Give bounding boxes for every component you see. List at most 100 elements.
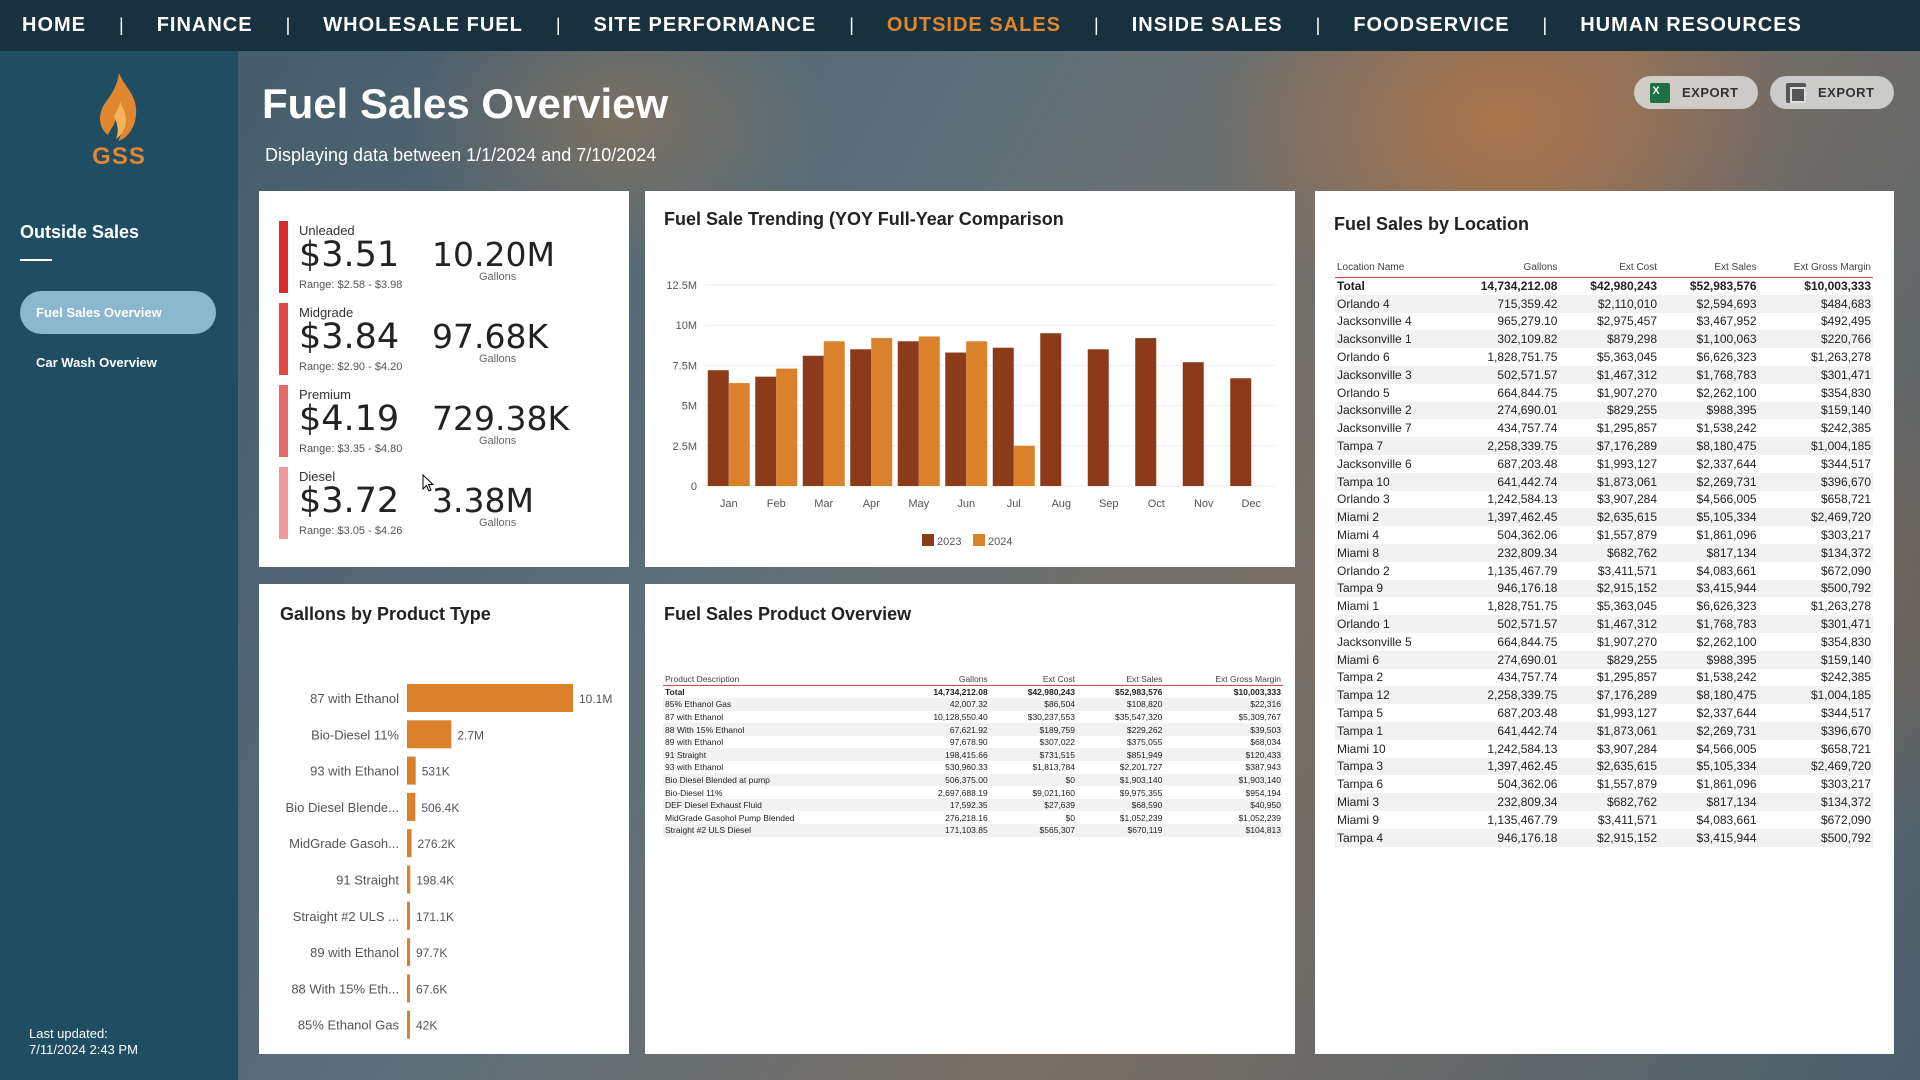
bar-2024-jun[interactable]	[966, 341, 988, 486]
location-row[interactable]: Jacksonville 3 502,571.57 $1,467,312 $1,768…	[1335, 365, 1873, 384]
column-header[interactable]: Ext Cost	[1559, 261, 1660, 278]
product-row[interactable]: Bio-Diesel 11% 2,697,688.19 $9,021,160 $9,9…	[663, 786, 1283, 799]
bar-2023-feb[interactable]	[755, 376, 777, 486]
bar-2023-dec[interactable]	[1230, 378, 1252, 486]
location-row[interactable]: Jacksonville 2 274,690.01 $829,255 $988,395…	[1335, 401, 1873, 420]
export-pdf-button[interactable]: EXPORT	[1770, 76, 1894, 109]
bar-2023-may[interactable]	[897, 341, 919, 486]
bar-gallons[interactable]	[407, 1010, 410, 1039]
product-row[interactable]: Straight #2 ULS Diesel 171,103.85 $565,307…	[663, 824, 1283, 837]
column-header[interactable]: Gallons	[1445, 261, 1560, 278]
product-row[interactable]: 89 with Ethanol 97,678.90 $307,022 $375,055…	[663, 736, 1283, 749]
location-row[interactable]: Tampa 6 504,362.06 $1,557,879 $1,861,096 $30…	[1335, 775, 1873, 793]
bar-2024-may[interactable]	[918, 336, 940, 486]
bar-gallons[interactable]	[407, 865, 411, 894]
bar-2023-apr[interactable]	[850, 349, 872, 486]
bar-2024-mar[interactable]	[823, 341, 845, 486]
nav-item-wholesale-fuel[interactable]: WHOLESALE FUEL	[323, 14, 523, 36]
location-row[interactable]: Tampa 5 687,203.48 $1,993,127 $2,337,644 $34…	[1335, 704, 1873, 722]
bar-2024-jan[interactable]	[728, 383, 750, 486]
legend-label-2023[interactable]: 2023	[937, 536, 961, 548]
bar-gallons[interactable]	[407, 756, 416, 785]
location-row[interactable]: Miami 6 274,690.01 $829,255 $988,395 $159,14…	[1335, 650, 1873, 669]
location-row[interactable]: Orlando 2 1,135,467.79 $3,411,571 $4,083,66…	[1335, 562, 1873, 580]
location-row[interactable]: Tampa 1 641,442.74 $1,873,061 $2,269,731 $39…	[1335, 721, 1873, 740]
nav-item-finance[interactable]: FINANCE	[156, 14, 253, 36]
bar-2023-nov[interactable]	[1182, 362, 1204, 486]
column-header[interactable]: Ext Cost	[989, 674, 1077, 686]
location-row[interactable]: Miami 2 1,397,462.45 $2,635,615 $5,105,334 $…	[1335, 508, 1873, 527]
location-row[interactable]: Tampa 12 2,258,339.75 $7,176,289 $8,180,475…	[1335, 686, 1873, 705]
nav-separator: |	[555, 15, 561, 35]
bar-gallons[interactable]	[407, 792, 416, 821]
bar-gallons[interactable]	[407, 829, 412, 858]
export-excel-button[interactable]: EXPORT	[1634, 76, 1758, 109]
location-row[interactable]: Miami 1 1,828,751.75 $5,363,045 $6,626,323 $…	[1335, 597, 1873, 615]
bar-gallons[interactable]	[407, 720, 452, 749]
nav-item-foodservice[interactable]: FOODSERVICE	[1353, 14, 1510, 36]
nav-item-outside-sales[interactable]: OUTSIDE SALES	[886, 14, 1062, 36]
bar-2024-apr[interactable]	[871, 338, 893, 486]
product-row[interactable]: 87 with Ethanol 10,128,550.40 $30,237,553 $…	[663, 711, 1283, 724]
bar-gallons[interactable]	[407, 938, 410, 967]
nav-item-inside-sales[interactable]: INSIDE SALES	[1131, 14, 1283, 36]
location-row[interactable]: Miami 3 232,809.34 $682,762 $817,134 $134,37…	[1335, 793, 1873, 811]
nav-item-human-resources[interactable]: HUMAN RESOURCES	[1580, 14, 1802, 36]
price-range: Range: $3.05 - $4.26	[299, 525, 403, 537]
location-row[interactable]: Tampa 4 946,176.18 $2,915,152 $3,415,944 $50…	[1335, 828, 1873, 847]
product-row[interactable]: 93 with Ethanol 530,960.33 $1,813,784 $2,20…	[663, 761, 1283, 774]
bar-2024-jul[interactable]	[1013, 445, 1035, 486]
location-row[interactable]: Tampa 2 434,757.74 $1,295,857 $1,538,242 $24…	[1335, 669, 1873, 687]
bar-2023-aug[interactable]	[1040, 333, 1062, 486]
bar-2023-sep[interactable]	[1087, 349, 1109, 486]
column-header[interactable]: Location Name	[1335, 261, 1446, 278]
location-row[interactable]: Miami 8 232,809.34 $682,762 $817,134 $134,37…	[1335, 543, 1873, 562]
sidebar-item-car-wash-overview[interactable]: Car Wash Overview	[36, 355, 157, 370]
product-row[interactable]: 91 Straight 198,415.66 $731,515 $851,949 $12…	[663, 748, 1283, 762]
location-row[interactable]: Jacksonville 7 434,757.74 $1,295,857 $1,538…	[1335, 419, 1873, 437]
sidebar-item-fuel-sales-overview[interactable]: Fuel Sales Overview	[20, 291, 216, 334]
location-row[interactable]: Tampa 3 1,397,462.45 $2,635,615 $5,105,334 $…	[1335, 757, 1873, 776]
column-header[interactable]: Ext Sales	[1077, 674, 1165, 686]
product-row[interactable]: Bio Diesel Blended at pump 506,375.00 $0 $1…	[663, 773, 1283, 787]
bar-gallons[interactable]	[407, 901, 410, 930]
bar-2023-jan[interactable]	[707, 370, 729, 486]
location-row[interactable]: Orlando 3 1,242,584.13 $3,907,284 $4,566,00…	[1335, 491, 1873, 509]
column-header[interactable]: Ext Sales	[1659, 261, 1759, 278]
location-row[interactable]: Jacksonville 4 965,279.10 $2,975,457 $3,467…	[1335, 313, 1873, 331]
bar-2024-feb[interactable]	[776, 368, 798, 486]
bar-gallons[interactable]	[407, 974, 410, 1003]
table-cell: Jacksonville 6	[1337, 456, 1412, 471]
location-row[interactable]: Jacksonville 1 302,109.82 $879,298 $1,100,0…	[1335, 330, 1873, 349]
product-row[interactable]: MidGrade Gasohol Pump Blended 276,218.16 $…	[663, 811, 1283, 824]
nav-item-site-performance[interactable]: SITE PERFORMANCE	[593, 14, 817, 36]
location-row[interactable]: Miami 10 1,242,584.13 $3,907,284 $4,566,005…	[1335, 740, 1873, 758]
bar-2023-oct[interactable]	[1135, 338, 1157, 486]
bar-2023-jul[interactable]	[992, 347, 1014, 486]
location-row[interactable]: Orlando 6 1,828,751.75 $5,363,045 $6,626,32…	[1335, 348, 1873, 366]
nav-item-home[interactable]: HOME	[22, 14, 86, 36]
location-row[interactable]: Tampa 10 641,442.74 $1,873,061 $2,269,731 $3…	[1335, 472, 1873, 491]
location-row[interactable]: Orlando 4 715,359.42 $2,110,010 $2,594,693 $…	[1335, 294, 1873, 313]
location-row[interactable]: Miami 9 1,135,467.79 $3,411,571 $4,083,661 $…	[1335, 811, 1873, 829]
legend-label-2024[interactable]: 2024	[988, 536, 1012, 548]
price-color-bar	[279, 467, 288, 539]
product-row[interactable]: DEF Diesel Exhaust Fluid 17,592.35 $27,639…	[663, 798, 1283, 812]
bar-2023-mar[interactable]	[802, 355, 824, 486]
location-row[interactable]: Tampa 9 946,176.18 $2,915,152 $3,415,944 $50…	[1335, 579, 1873, 598]
location-row[interactable]: Jacksonville 6 687,203.48 $1,993,127 $2,337…	[1335, 455, 1873, 473]
table-cell: 276,218.16	[945, 812, 988, 823]
bar-gallons[interactable]	[407, 684, 573, 712]
location-row[interactable]: Orlando 5 664,844.75 $1,907,270 $2,262,100 $…	[1335, 384, 1873, 402]
column-header[interactable]: Gallons	[890, 674, 990, 686]
column-header[interactable]: Product Description	[663, 674, 891, 686]
product-row[interactable]: 88 With 15% Ethanol 67,621.92 $189,759 $229…	[663, 723, 1283, 736]
column-header[interactable]: Ext Gross Margin	[1164, 674, 1283, 686]
location-row[interactable]: Jacksonville 5 664,844.75 $1,907,270 $2,262…	[1335, 633, 1873, 651]
column-header[interactable]: Ext Gross Margin	[1758, 261, 1873, 278]
bar-2023-jun[interactable]	[945, 352, 967, 486]
location-row[interactable]: Tampa 7 2,258,339.75 $7,176,289 $8,180,475 $…	[1335, 437, 1873, 455]
product-row[interactable]: 85% Ethanol Gas 42,007.32 $86,504 $108,820 $…	[663, 698, 1283, 711]
location-row[interactable]: Miami 4 504,362.06 $1,557,879 $1,861,096 $30…	[1335, 526, 1873, 544]
location-row[interactable]: Orlando 1 502,571.57 $1,467,312 $1,768,783 $…	[1335, 615, 1873, 633]
